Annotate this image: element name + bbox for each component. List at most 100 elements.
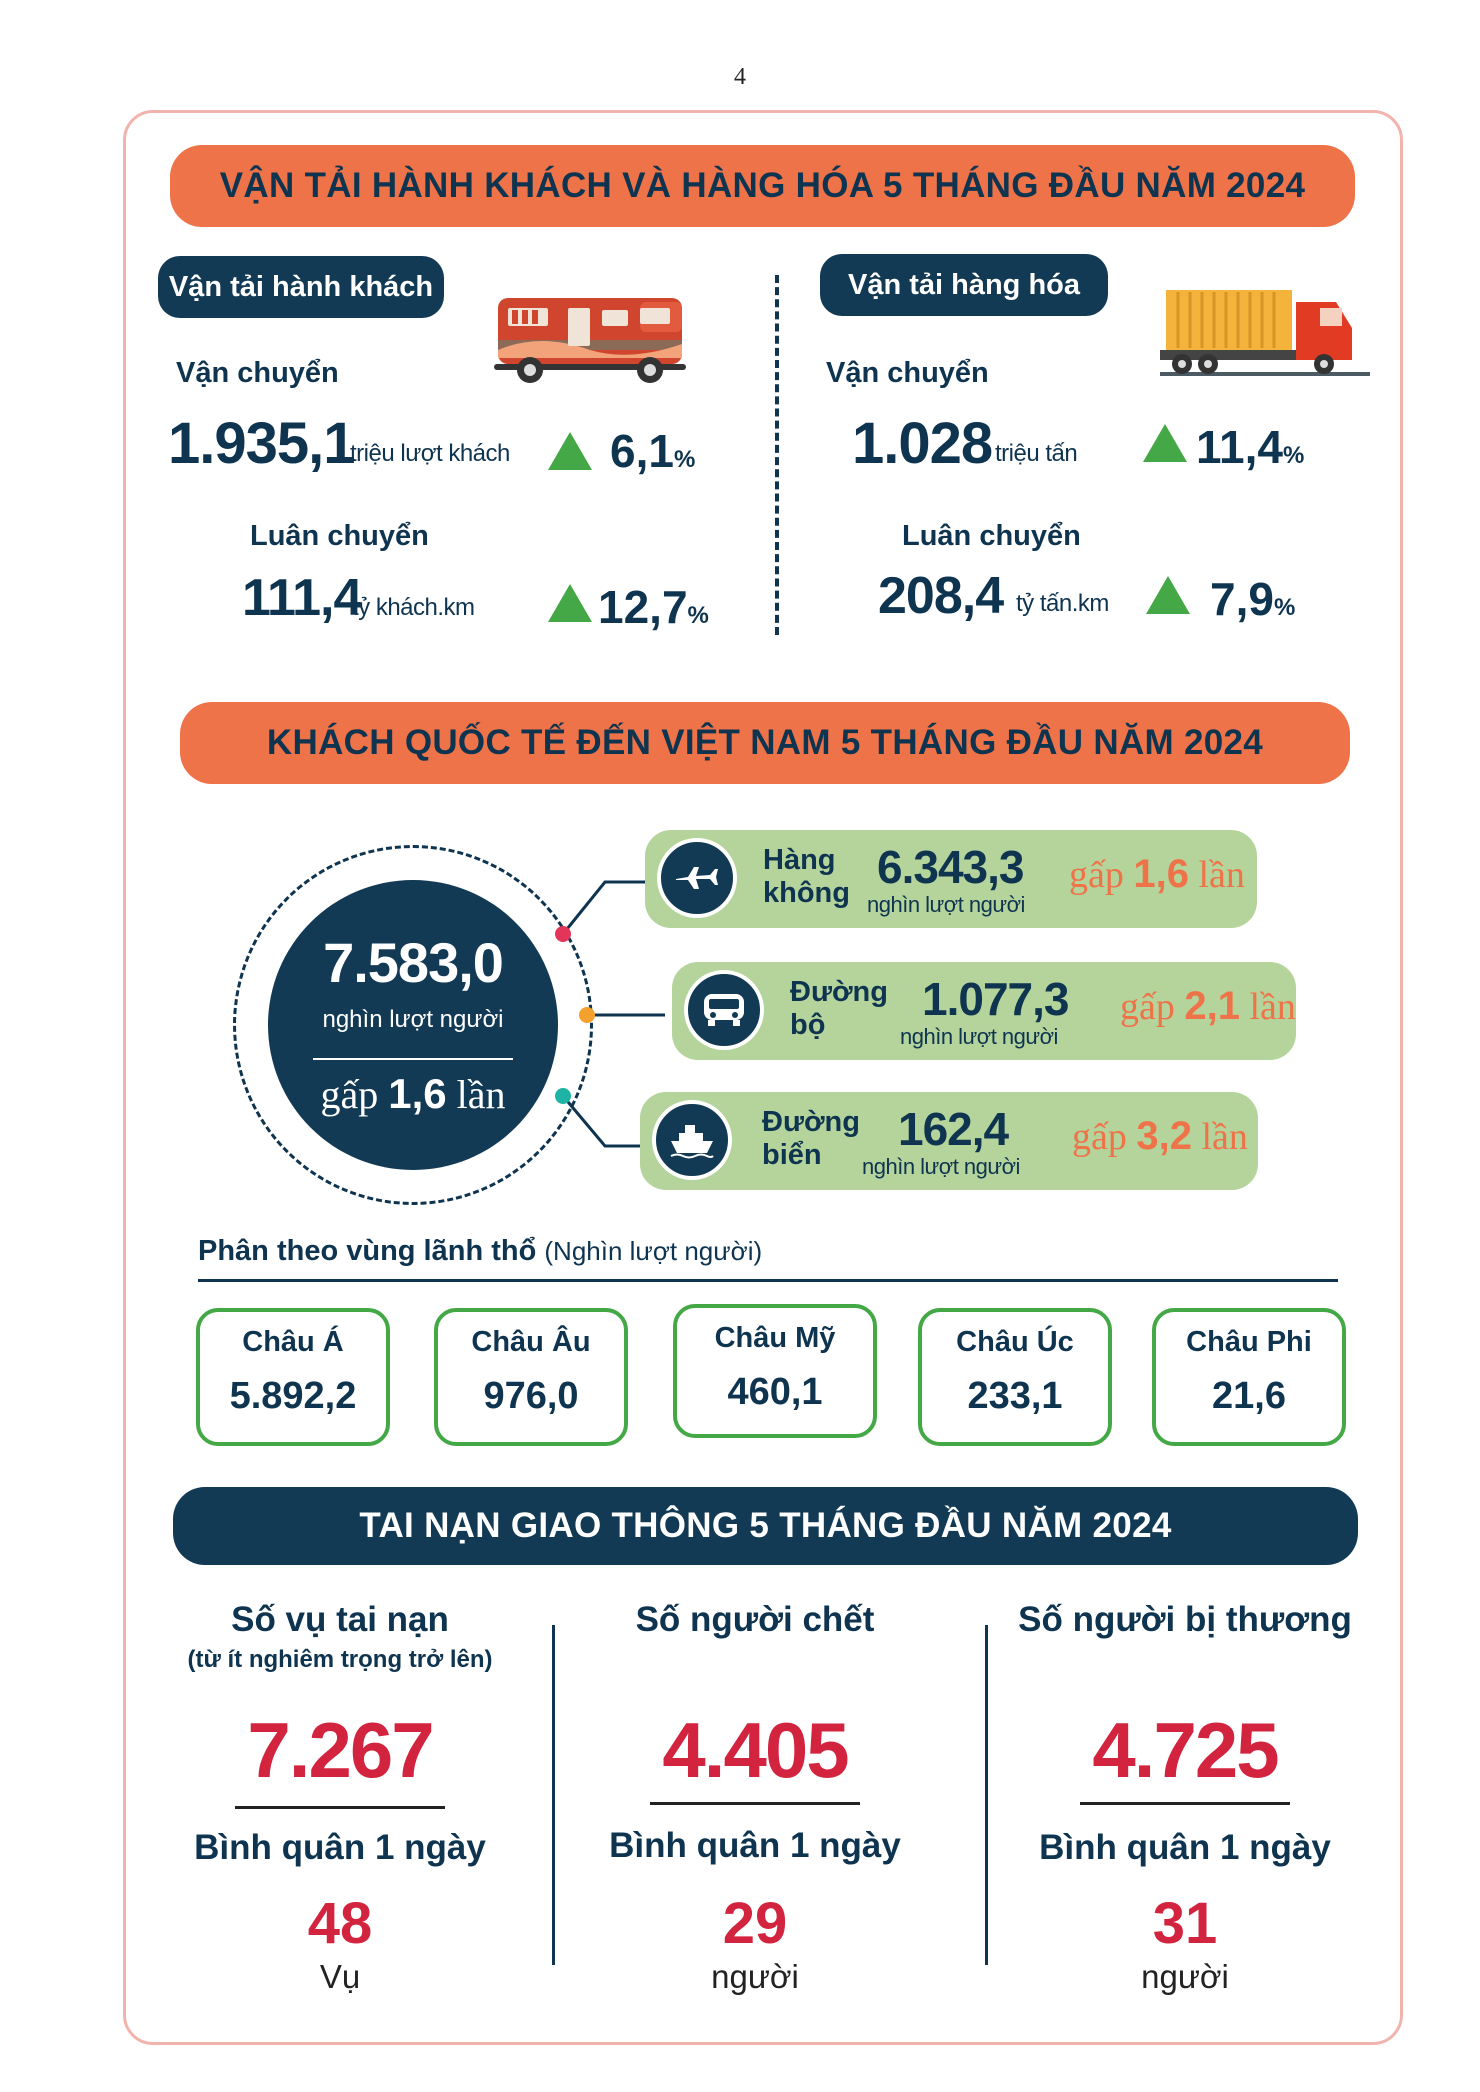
region-name: Châu Phi: [1186, 1326, 1312, 1358]
accident-title: Số người chết: [635, 1600, 875, 1639]
bus-illustration-icon: [494, 298, 686, 383]
accident-daily: 48: [307, 1891, 373, 1956]
increase-triangle-icon: [1146, 576, 1190, 614]
region-name: Châu Âu: [471, 1326, 591, 1358]
region-value: 21,6: [1212, 1375, 1286, 1417]
international-banner: KHÁCH QUỐC TẾ ĐẾN VIỆT NAM 5 THÁNG ĐẦU N…: [180, 702, 1350, 784]
mode-unit: nghìn lượt người: [867, 892, 1025, 917]
increase-triangle-icon: [548, 432, 592, 470]
freight-pill: Vận tải hàng hóa: [820, 254, 1108, 316]
mode-name: Đường: [762, 1106, 860, 1138]
mode-value: 162,4: [898, 1103, 1009, 1155]
accident-subtitle: (từ ít nghiêm trọng trở lên): [187, 1646, 493, 1673]
region-value: 460,1: [727, 1371, 823, 1413]
accident-daily-unit: Vụ: [319, 1958, 361, 1995]
column-divider: [552, 1625, 555, 1965]
airplane-icon: [657, 838, 737, 918]
total-visitors-unit: nghìn lượt người: [322, 1006, 504, 1033]
accident-daily-unit: người: [1141, 1958, 1229, 1995]
region-value: 5.892,2: [229, 1375, 357, 1417]
mode-multiplier: gấp 1,6 lần: [1069, 852, 1245, 896]
mode-value: 6.343,3: [877, 841, 1024, 893]
accident-value: 4.725: [1092, 1706, 1279, 1794]
region-title: Phân theo vùng lãnh thổ (Nghìn lượt ngườ…: [198, 1235, 762, 1268]
transport-banner: VẬN TẢI HÀNH KHÁCH VÀ HÀNG HÓA 5 THÁNG Đ…: [170, 145, 1355, 227]
connector-lines: [555, 880, 665, 1148]
accident-avg-label: Bình quân 1 ngày: [194, 1828, 486, 1867]
accident-column-cases: Số vụ tai nạn (từ ít nghiêm trọng trở lê…: [130, 1600, 550, 1995]
bus-icon: [684, 970, 764, 1050]
freight-rotation-growth: 7,9%: [1210, 573, 1296, 625]
region-value: 976,0: [483, 1375, 579, 1417]
accident-avg-label: Bình quân 1 ngày: [1039, 1828, 1331, 1867]
freight-rotation-label: Luân chuyển: [902, 520, 1081, 552]
region-name: Châu Á: [242, 1326, 344, 1358]
freight-rotation-unit: tỷ tấn.km: [1016, 590, 1109, 617]
accident-title: Số người bị thương: [1018, 1600, 1352, 1639]
accident-daily-unit: người: [711, 1958, 799, 1995]
region-card: Châu Âu 976,0: [434, 1308, 628, 1446]
accident-divider: [650, 1802, 860, 1805]
page-number: 4: [734, 64, 746, 90]
region-value: 233,1: [967, 1375, 1063, 1417]
mode-name: không: [763, 877, 850, 909]
mode-name: biển: [762, 1139, 822, 1171]
passenger-rotation-growth: 12,7%: [598, 581, 709, 633]
mode-name: bộ: [790, 1009, 826, 1041]
freight-carried-unit: triệu tấn: [995, 440, 1078, 467]
column-divider: [985, 1625, 988, 1965]
region-underline: [198, 1279, 1338, 1282]
passenger-pill: Vận tải hành khách: [158, 256, 444, 318]
region-title-text: Phân theo vùng lãnh thổ: [198, 1235, 537, 1267]
freight-carried-growth: 11,4%: [1196, 421, 1305, 473]
region-card: Châu Úc 233,1: [918, 1308, 1112, 1446]
total-visitors-circle: 7.583,0 nghìn lượt người gấp 1,6 lần: [268, 880, 558, 1170]
accidents-banner: TAI NẠN GIAO THÔNG 5 THÁNG ĐẦU NĂM 2024: [173, 1487, 1358, 1565]
accident-value: 4.405: [662, 1706, 849, 1794]
mode-multiplier: gấp 3,2 lần: [1072, 1114, 1248, 1158]
mode-row-sea: Đường biển 162,4 nghìn lượt người gấp 3,2…: [640, 1092, 1258, 1190]
passenger-carried-unit: triệu lượt khách: [350, 440, 510, 467]
accident-value: 7.267: [247, 1706, 434, 1794]
freight-carried-value: 1.028: [852, 411, 993, 476]
mode-unit: nghìn lượt người: [900, 1024, 1058, 1049]
region-name: Châu Mỹ: [714, 1322, 836, 1354]
accident-divider: [1080, 1802, 1290, 1805]
accident-column-injuries: Số người bị thương 4.725 Bình quân 1 ngà…: [975, 1600, 1395, 1995]
passenger-carried-label: Vận chuyển: [176, 357, 339, 389]
passenger-carried-value: 1.935,1: [168, 411, 356, 476]
passenger-rotation-value: 111,4: [242, 569, 362, 627]
passenger-rotation-unit: tỷ khách.km: [352, 594, 475, 621]
region-card: Châu Mỹ 460,1: [673, 1304, 877, 1438]
passenger-carried-growth: 6,1%: [610, 425, 696, 477]
ship-icon: [652, 1100, 732, 1180]
passenger-rotation-label: Luân chuyển: [250, 520, 429, 552]
section-divider: [775, 275, 779, 635]
freight-carried-label: Vận chuyển: [826, 357, 989, 389]
mode-row-air: Hàng không 6.343,3 nghìn lượt người gấp 1…: [645, 830, 1257, 928]
accident-divider: [235, 1806, 445, 1809]
accident-title: Số vụ tai nạn: [231, 1600, 449, 1639]
region-card: Châu Phi 21,6: [1152, 1308, 1346, 1446]
infographic-frame: [123, 110, 1403, 2045]
truck-illustration-icon: [1160, 290, 1370, 376]
mode-unit: nghìn lượt người: [862, 1154, 1020, 1179]
total-visitors-multiplier: gấp 1,6 lần: [320, 1070, 506, 1117]
accident-column-deaths: Số người chết 4.405 Bình quân 1 ngày 29 …: [545, 1600, 965, 1995]
accident-daily: 29: [722, 1891, 788, 1956]
mode-name: Hàng: [763, 844, 836, 876]
circle-divider: [313, 1058, 513, 1060]
total-visitors-value: 7.583,0: [323, 931, 504, 994]
mode-multiplier: gấp 2,1 lần: [1120, 984, 1296, 1028]
accident-avg-label: Bình quân 1 ngày: [609, 1826, 901, 1865]
region-card: Châu Á 5.892,2: [196, 1308, 390, 1446]
increase-triangle-icon: [548, 584, 592, 622]
region-unit: (Nghìn lượt người): [544, 1236, 763, 1266]
mode-value: 1.077,3: [922, 973, 1069, 1025]
region-name: Châu Úc: [956, 1326, 1074, 1358]
freight-rotation-value: 208,4: [878, 567, 1004, 625]
accident-daily: 31: [1152, 1891, 1218, 1956]
mode-name: Đường: [790, 976, 888, 1008]
increase-triangle-icon: [1143, 424, 1187, 462]
mode-row-road: Đường bộ 1.077,3 nghìn lượt người gấp 2,1…: [672, 962, 1296, 1060]
